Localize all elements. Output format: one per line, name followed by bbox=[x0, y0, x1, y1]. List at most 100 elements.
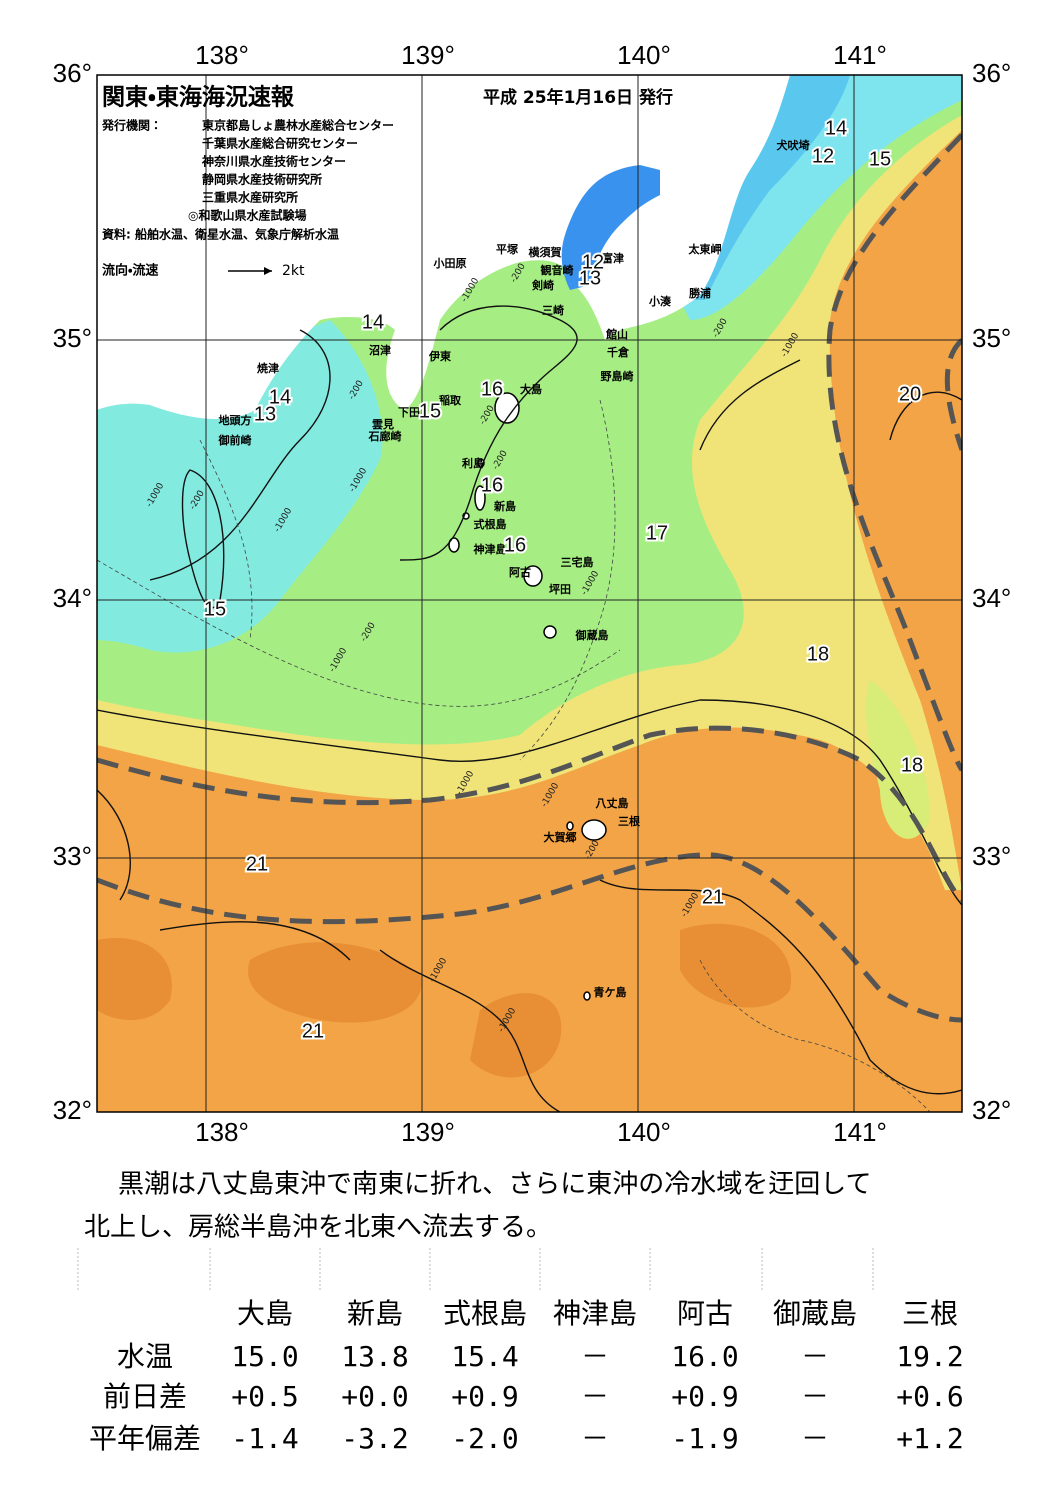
table-cell: +0.0 bbox=[341, 1380, 408, 1413]
longitude-label: 139° bbox=[401, 40, 455, 70]
place-name: 新島 bbox=[493, 499, 516, 513]
longitude-label: 141° bbox=[833, 40, 887, 70]
table-cell: +0.6 bbox=[896, 1380, 963, 1413]
latitude-label: 36° bbox=[53, 58, 92, 88]
place-name: 大島 bbox=[520, 382, 542, 396]
column-header: 阿古 bbox=[677, 1297, 733, 1330]
table-cell: － bbox=[581, 1380, 609, 1413]
issuer: ◎和歌山県水産試験場 bbox=[188, 208, 306, 223]
place-name: 小湊 bbox=[648, 294, 672, 308]
flow-arrowhead bbox=[264, 267, 272, 275]
source: 資料: 船舶水温、衛星水温、気象庁解析水温 bbox=[102, 227, 339, 242]
place-name: 千倉 bbox=[607, 345, 630, 359]
column-header: 新島 bbox=[347, 1297, 403, 1330]
place-name: 焼津 bbox=[257, 361, 279, 375]
column-header: 神津島 bbox=[553, 1297, 637, 1330]
temperature-label: 16 bbox=[481, 378, 503, 400]
temperature-label: 15 bbox=[204, 598, 226, 620]
latitude-label: 32° bbox=[972, 1095, 1011, 1125]
place-name: 下田 bbox=[398, 406, 420, 419]
temperature-label: 20 bbox=[899, 383, 921, 405]
row-header: 平年偏差 bbox=[89, 1422, 201, 1455]
temperature-label: 12 bbox=[582, 251, 604, 273]
kuroshio-axis bbox=[97, 725, 962, 902]
place-name: 地頭方 bbox=[219, 413, 252, 427]
temperature-label: 17 bbox=[646, 522, 668, 544]
place-name: 太東岬 bbox=[688, 242, 722, 256]
table-cell: 15.4 bbox=[451, 1340, 518, 1373]
cold-water-north bbox=[680, 75, 962, 320]
place-name: 式根島 bbox=[474, 517, 507, 531]
latitude-label: 33° bbox=[972, 841, 1011, 871]
temperature-label: 21 bbox=[302, 1020, 324, 1042]
column-header: 式根島 bbox=[443, 1297, 527, 1330]
land bbox=[97, 75, 790, 420]
temperature-label: 14 bbox=[362, 311, 384, 333]
temperature-label: 13 bbox=[579, 267, 601, 289]
flow-scale: 2kt bbox=[282, 263, 305, 279]
temperature-label: 18 bbox=[901, 754, 923, 776]
isotherms bbox=[97, 305, 962, 1112]
table-cell: -2.0 bbox=[451, 1422, 518, 1455]
summary-line: 黒潮は八丈島東沖で南東に折れ、さらに東沖の冷水域を迂回して bbox=[118, 1170, 871, 1200]
latitude-label: 32° bbox=[53, 1095, 92, 1125]
summary-line: 北上し、房総半島沖を北東へ流去する。 bbox=[84, 1213, 552, 1243]
temperature-label: 16 bbox=[481, 474, 503, 496]
transition-core bbox=[865, 680, 930, 839]
temperature-label: 15 bbox=[419, 400, 441, 422]
map-frame bbox=[96, 74, 963, 1113]
table-cell: -1.9 bbox=[671, 1422, 738, 1455]
islands bbox=[448, 392, 607, 1001]
temperature-label: 18 bbox=[807, 643, 829, 665]
row-header: 水温 bbox=[117, 1340, 173, 1373]
table-cell: － bbox=[581, 1422, 609, 1455]
grid bbox=[97, 75, 962, 1112]
place-name: 石廊崎 bbox=[368, 429, 402, 443]
table-cell: － bbox=[801, 1340, 829, 1373]
kuroshio-east bbox=[826, 133, 962, 772]
place-name: 犬吠埼 bbox=[777, 138, 810, 152]
table-cell: +0.9 bbox=[451, 1380, 518, 1413]
issuer-label: 発行機関： bbox=[101, 118, 162, 133]
longitude-label: 140° bbox=[617, 1117, 671, 1147]
place-name: 稲取 bbox=[439, 393, 462, 407]
table-cell: 13.8 bbox=[341, 1340, 408, 1373]
place-name: 大賀郷 bbox=[544, 830, 577, 844]
temperature-label: 21 bbox=[246, 853, 268, 875]
table-cell: 19.2 bbox=[896, 1340, 963, 1373]
place-name: 御前崎 bbox=[218, 433, 252, 447]
issuer: 三重県水産研究所 bbox=[202, 190, 298, 205]
place-name: 剣崎 bbox=[531, 278, 554, 292]
temperature-label: 13 bbox=[254, 403, 276, 425]
temperature-label: 14 bbox=[825, 117, 847, 139]
place-name: 観音崎 bbox=[541, 263, 574, 277]
place-name: 伊東 bbox=[428, 349, 452, 363]
place-name: 野島崎 bbox=[601, 369, 634, 383]
tokyo-bay bbox=[561, 165, 660, 290]
coordinates: 138° 138° 139° 139° 140° 140° 141° 141° 36° 36° 35… bbox=[53, 40, 1012, 1147]
issuer: 千葉県水産総合研究センター bbox=[202, 136, 358, 151]
longitude-label: 140° bbox=[617, 40, 671, 70]
table-cell: -1.4 bbox=[231, 1422, 298, 1455]
place-name: 坪田 bbox=[549, 583, 571, 596]
latitude-label: 35° bbox=[53, 323, 92, 353]
column-header: 三根 bbox=[902, 1297, 958, 1330]
table-cell: － bbox=[801, 1422, 829, 1455]
latitude-label: 34° bbox=[972, 583, 1011, 613]
table-cell: +0.9 bbox=[671, 1380, 738, 1413]
place-name: 雲見 bbox=[372, 418, 394, 431]
place-name: 勝浦 bbox=[689, 286, 711, 300]
table-dividers bbox=[77, 1248, 874, 1290]
issuer: 神奈川県水産技術センター bbox=[201, 154, 346, 169]
place-name: 八丈島 bbox=[596, 796, 629, 810]
table-cell: － bbox=[581, 1340, 609, 1373]
place-name: 利島 bbox=[462, 456, 484, 470]
issuer: 東京都島しょ農林水産総合センター bbox=[202, 118, 394, 133]
temperature-label: 21 bbox=[702, 886, 724, 908]
temperature-label: 15 bbox=[869, 148, 891, 170]
kuroshio-south bbox=[97, 852, 962, 1023]
